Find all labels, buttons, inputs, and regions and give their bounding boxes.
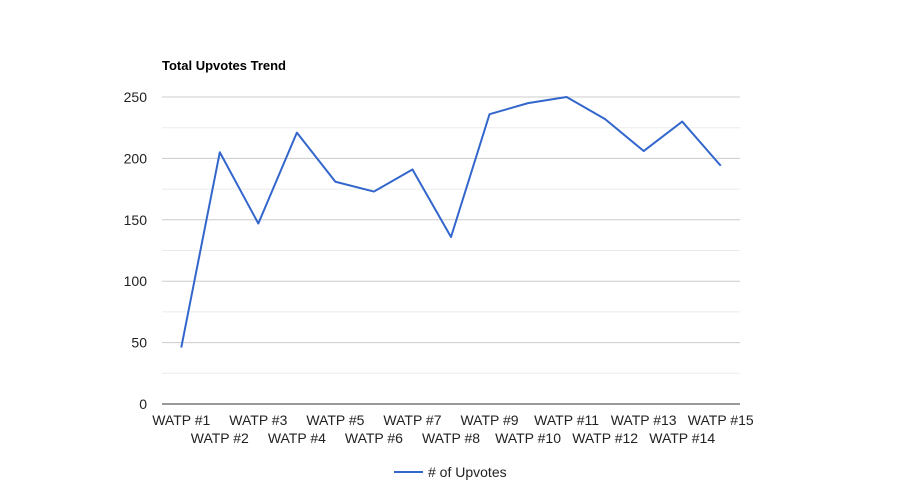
x-tick-label: WATP #5 [306,412,364,428]
data-point[interactable] [178,345,184,351]
grid-layer [162,96,740,374]
data-point[interactable] [294,130,300,136]
data-point[interactable] [217,149,223,155]
x-tick-label: WATP #12 [572,430,638,446]
x-tick-label: WATP #11 [534,412,599,428]
x-tick-label: WATP #13 [611,412,677,428]
x-tick-label: WATP #9 [460,412,518,428]
axis-layer: 0 50 100 150 200 250 WATP #1 WATP #2 WATP #3 WATP… [124,89,754,446]
y-tick-label: 250 [124,89,148,105]
data-point[interactable] [448,234,454,240]
x-tick-label: WATP #10 [495,430,561,446]
x-tick-label: WATP #4 [268,430,326,446]
series-layer [178,94,724,351]
y-tick-label: 50 [131,335,147,351]
x-tick-label: WATP #14 [649,430,715,446]
data-point[interactable] [525,100,531,106]
x-tick-label: WATP #1 [152,412,210,428]
legend[interactable]: # of Upvotes [394,464,507,480]
data-point[interactable] [332,179,338,185]
x-tick-label: WATP #6 [345,430,403,446]
data-point[interactable] [371,189,377,195]
x-tick-label: WATP #3 [229,412,287,428]
y-tick-label: 150 [124,212,148,228]
y-tick-label: 0 [139,396,147,412]
x-tick-label: WATP #15 [688,412,754,428]
data-point[interactable] [679,119,685,125]
legend-label: # of Upvotes [428,464,507,480]
x-tick-label: WATP #8 [422,430,480,446]
data-point[interactable] [487,111,493,117]
x-tick-label: WATP #2 [191,430,249,446]
y-tick-label: 100 [124,273,148,289]
data-point[interactable] [255,220,261,226]
data-point[interactable] [641,148,647,154]
data-point[interactable] [718,163,724,169]
y-tick-label: 200 [124,150,148,166]
data-point[interactable] [602,116,608,122]
data-point[interactable] [409,166,415,172]
chart-title: Total Upvotes Trend [162,58,286,73]
series-line[interactable] [180,96,722,348]
data-point[interactable] [564,94,570,100]
x-tick-label: WATP #7 [383,412,441,428]
